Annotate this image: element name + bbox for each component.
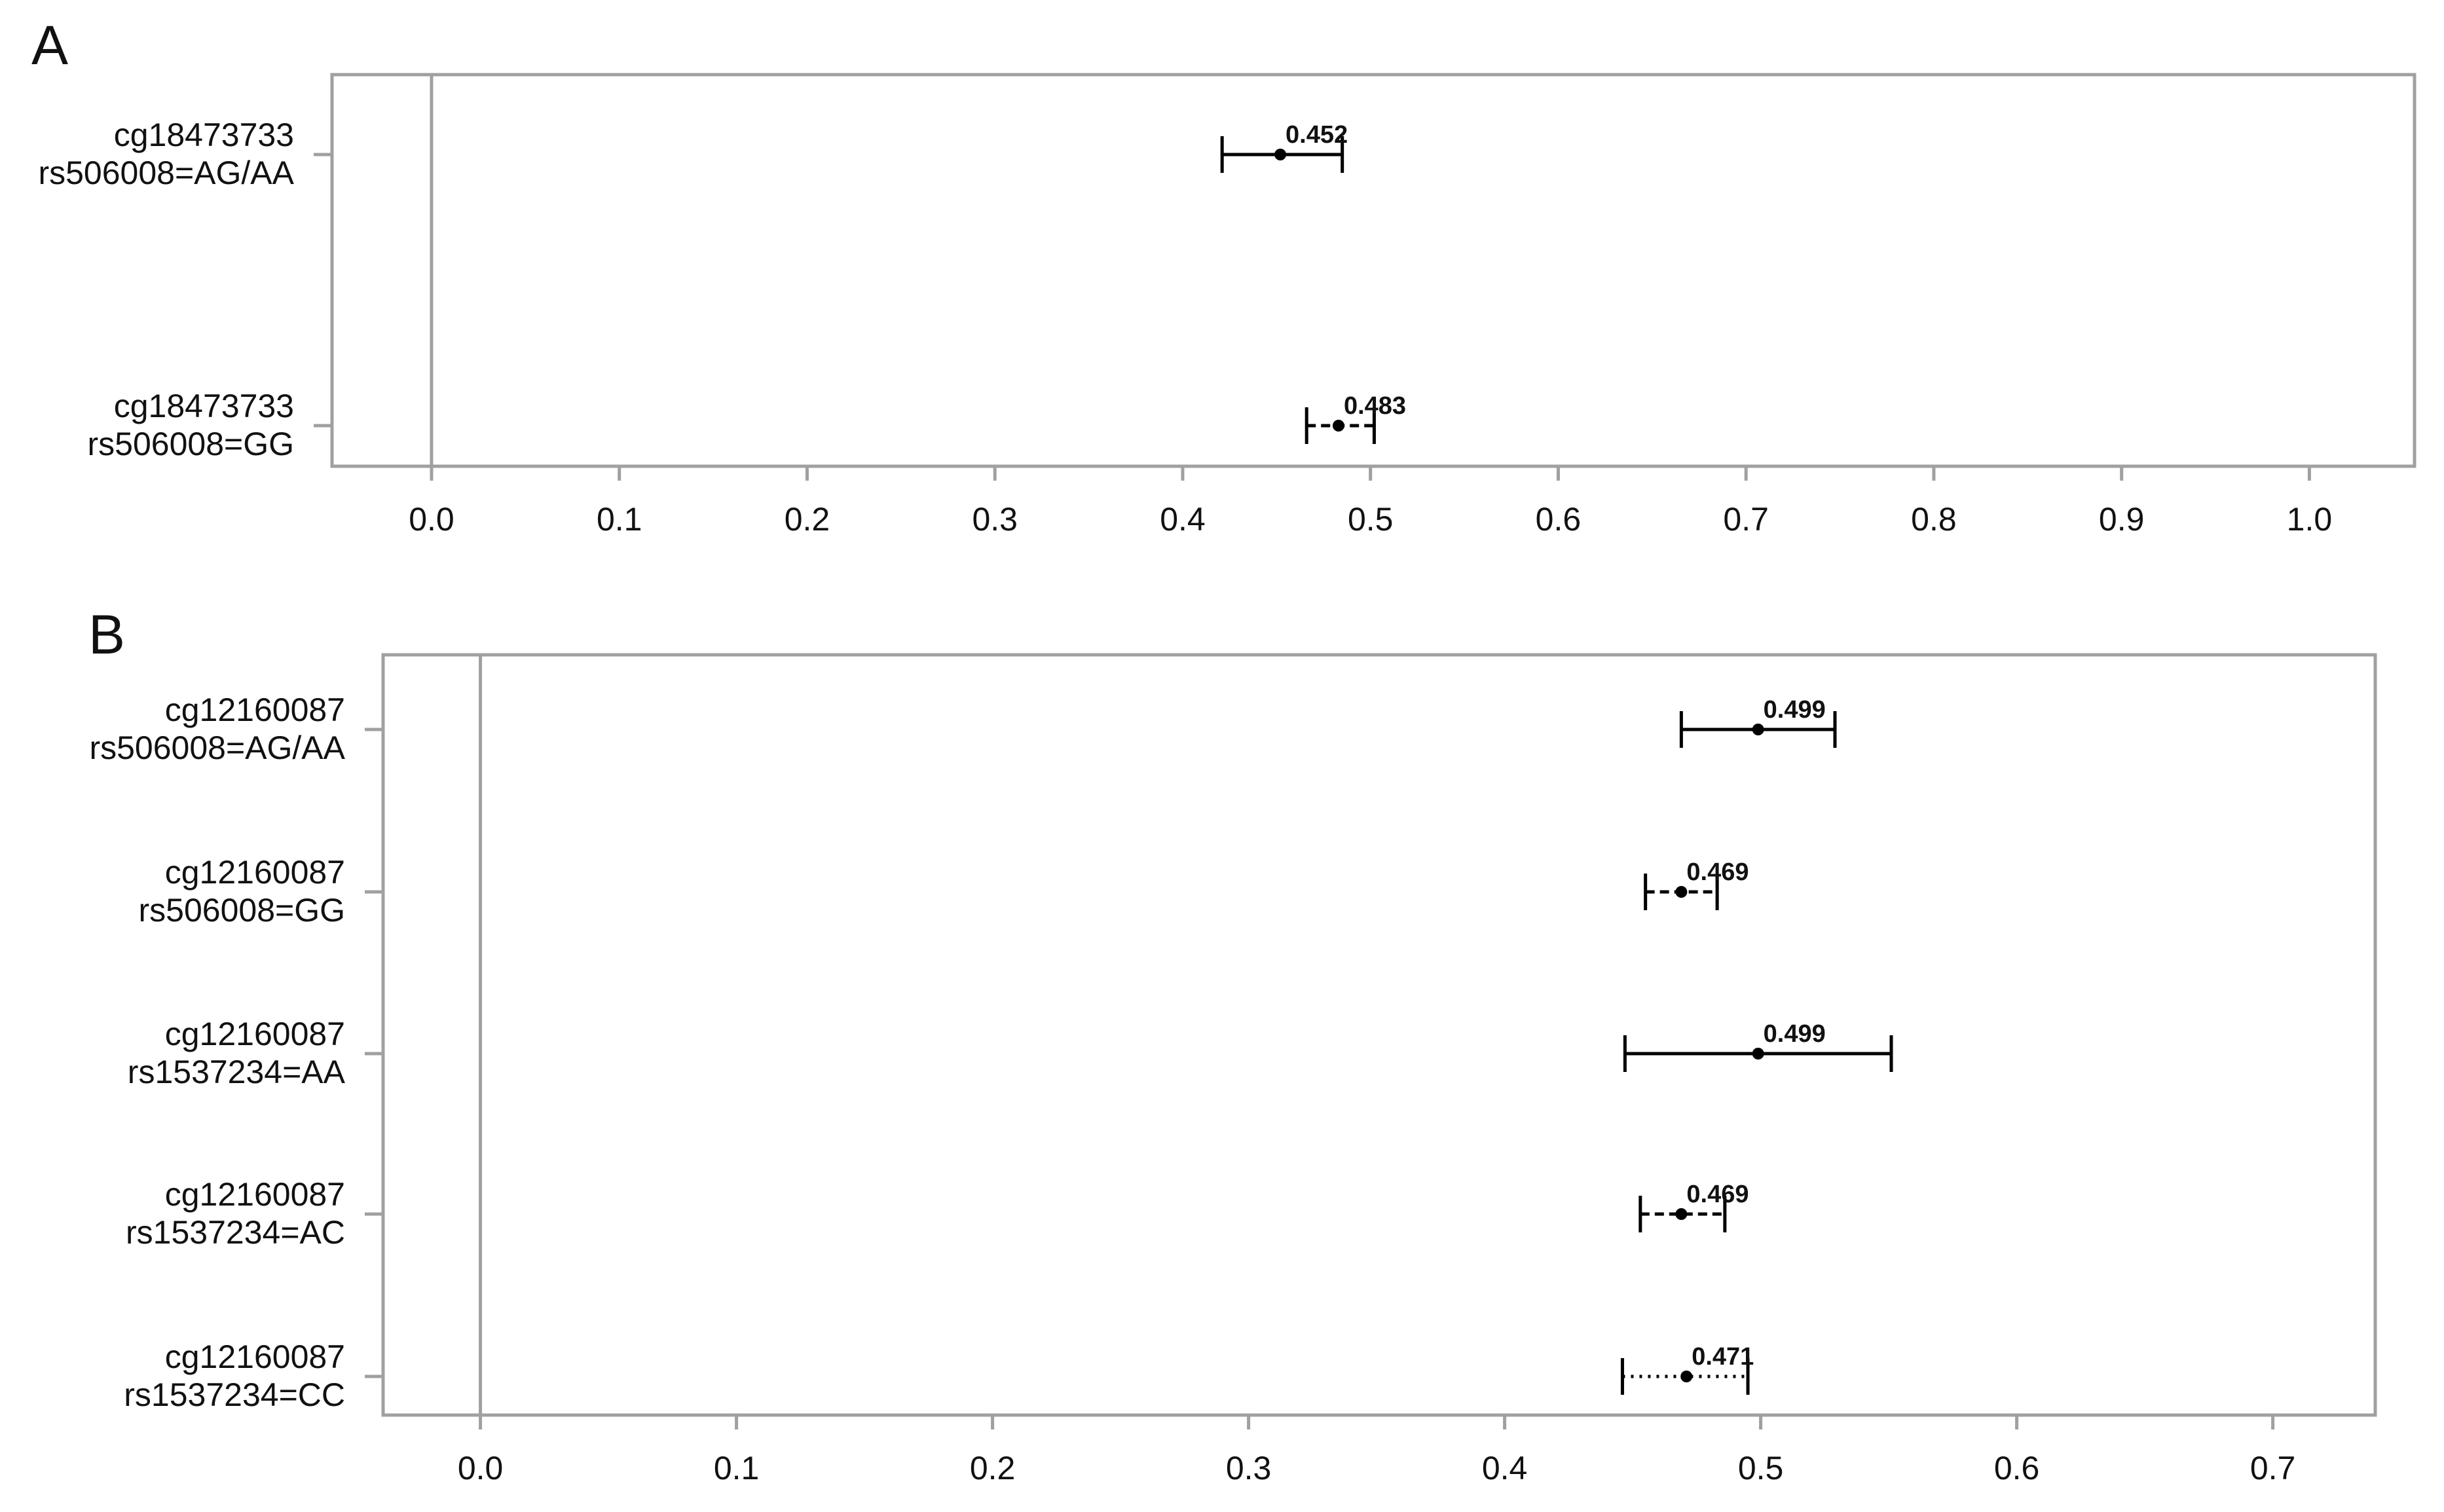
value-label: 0.483 <box>1344 392 1406 420</box>
category-label: cg18473733 <box>114 117 294 153</box>
value-label: 0.452 <box>1286 121 1348 149</box>
value-label: 0.499 <box>1764 1020 1826 1048</box>
x-tick-label: 0.5 <box>1348 501 1394 538</box>
estimate-point <box>1752 724 1764 735</box>
estimate-point <box>1680 1371 1693 1382</box>
x-tick-label: 0.6 <box>1536 501 1582 538</box>
panel-label: B <box>88 604 125 665</box>
category-label: cg12160087 <box>165 1338 345 1375</box>
estimate-point <box>1332 420 1344 432</box>
value-label: 0.471 <box>1692 1343 1754 1371</box>
x-tick-label: 0.0 <box>458 1450 504 1486</box>
x-tick-label: 0.5 <box>1738 1450 1784 1486</box>
x-tick-label: 0.3 <box>972 501 1018 538</box>
value-label: 0.469 <box>1686 858 1749 886</box>
estimate-point <box>1274 149 1287 160</box>
category-label: cg12160087 <box>165 691 345 728</box>
plot-frame <box>330 73 2416 468</box>
x-tick-label: 0.9 <box>2099 501 2145 538</box>
category-label: cg18473733 <box>114 388 294 424</box>
category-label: cg12160087 <box>165 1016 345 1052</box>
x-tick-label: 0.2 <box>785 501 830 538</box>
category-label: rs506008=GG <box>139 892 345 929</box>
x-tick-label: 1.0 <box>2287 501 2333 538</box>
category-label: cg12160087 <box>165 1176 345 1213</box>
x-tick-label: 0.8 <box>1911 501 1957 538</box>
estimate-point <box>1752 1048 1764 1060</box>
estimate-point <box>1675 886 1688 898</box>
x-tick-label: 0.7 <box>2250 1450 2296 1486</box>
category-label: rs506008=AG/AA <box>38 155 294 191</box>
category-label: rs1537234=AA <box>128 1054 346 1090</box>
plot-frame <box>381 653 2377 1417</box>
x-tick-label: 0.7 <box>1723 501 1769 538</box>
category-label: cg12160087 <box>165 854 345 891</box>
x-tick-label: 0.6 <box>1994 1450 2040 1486</box>
x-tick-label: 0.0 <box>409 501 454 538</box>
x-tick-label: 0.2 <box>970 1450 1016 1486</box>
x-tick-label: 0.3 <box>1226 1450 1272 1486</box>
category-label: rs1537234=AC <box>126 1214 345 1251</box>
value-label: 0.469 <box>1686 1181 1749 1208</box>
panel-label: A <box>31 14 68 76</box>
x-tick-label: 0.4 <box>1482 1450 1528 1486</box>
estimate-point <box>1675 1208 1688 1220</box>
category-label: rs506008=AG/AA <box>89 729 345 766</box>
value-label: 0.499 <box>1764 696 1826 724</box>
category-label: rs506008=GG <box>88 426 294 462</box>
category-label: rs1537234=CC <box>124 1376 345 1413</box>
x-tick-label: 0.4 <box>1160 501 1206 538</box>
x-tick-label: 0.1 <box>714 1450 760 1486</box>
x-tick-label: 0.1 <box>597 501 642 538</box>
